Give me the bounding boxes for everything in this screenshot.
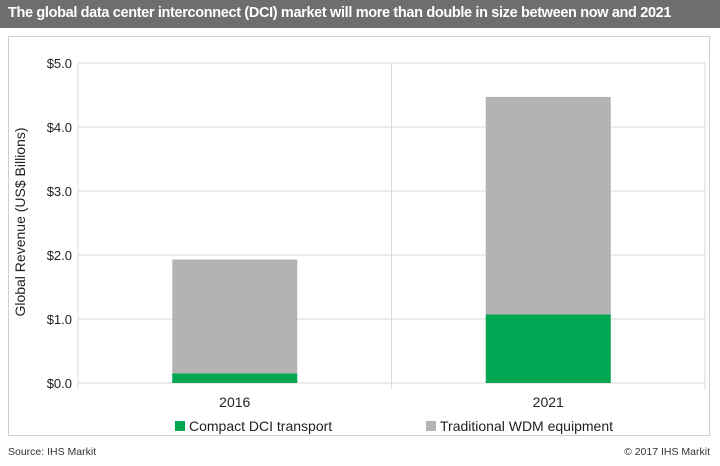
y-tick-labels: $0.0 $1.0 $2.0 $3.0 $4.0 $5.0 [47, 56, 72, 391]
y-tick-label: $5.0 [47, 56, 72, 71]
bar-traditional-wdm-2016 [172, 259, 298, 374]
x-category-label: 2021 [533, 394, 564, 410]
legend-traditional-wdm-label: Traditional WDM equipment [440, 418, 613, 434]
title-bar: The global data center interconnect (DCI… [0, 0, 720, 28]
gridlines [77, 62, 706, 389]
legend-traditional-wdm-swatch [426, 421, 436, 431]
chart-title: The global data center interconnect (DCI… [8, 5, 672, 21]
y-tick-label: $2.0 [47, 248, 72, 263]
x-category-labels: 2016 2021 [219, 394, 564, 410]
bars [172, 96, 611, 383]
y-tick-label: $3.0 [47, 184, 72, 199]
source-note: Source: IHS Markit [8, 446, 97, 458]
x-category-label: 2016 [219, 394, 250, 410]
chart-frame [8, 36, 710, 436]
bar-compact-dci-2016 [172, 373, 298, 383]
y-tick-label: $1.0 [47, 312, 72, 327]
bar-traditional-wdm-2021 [485, 96, 611, 315]
legend-compact-dci-swatch [175, 421, 185, 431]
y-tick-label: $4.0 [47, 120, 72, 135]
bar-compact-dci-2021 [485, 314, 611, 383]
copyright-note: © 2017 IHS Markit [624, 446, 710, 458]
legend-compact-dci-label: Compact DCI transport [189, 418, 332, 434]
y-axis-title: Global Revenue (US$ Billions) [12, 127, 28, 316]
legend: Compact DCI transport Traditional WDM equ… [175, 418, 613, 434]
y-tick-label: $0.0 [47, 376, 72, 391]
